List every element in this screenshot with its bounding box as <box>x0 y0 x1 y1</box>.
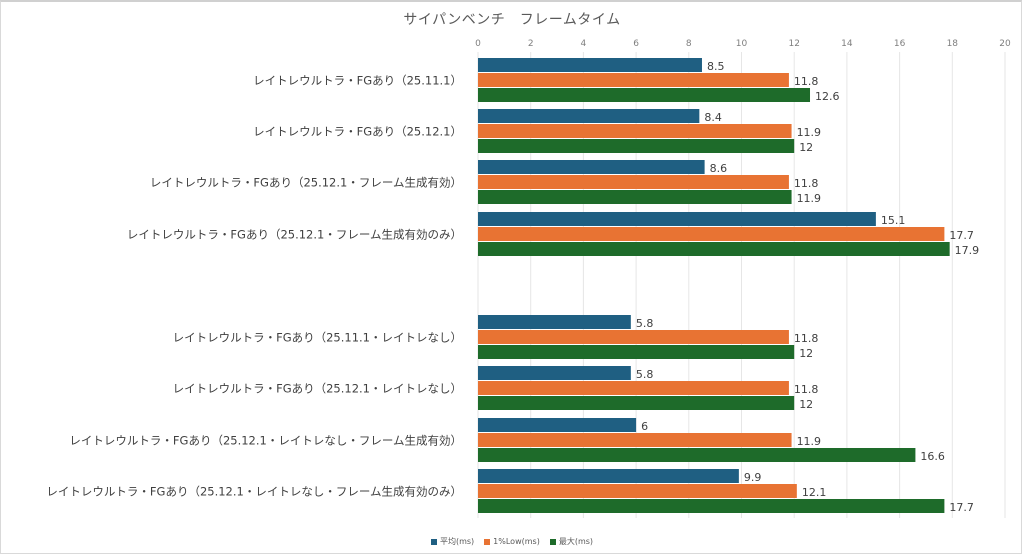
x-tick-label: 18 <box>947 39 959 49</box>
x-tick-label: 20 <box>999 39 1011 49</box>
bars <box>478 58 950 513</box>
data-label: 5.8 <box>636 317 654 330</box>
x-tick-label: 4 <box>581 39 587 49</box>
bar <box>478 58 702 72</box>
x-tick-label: 10 <box>736 39 748 49</box>
category-label: レイトレウルトラ・FGあり（25.12.1・フレーム生成有効のみ） <box>127 228 462 242</box>
legend-label: 1%Low(ms) <box>493 537 540 546</box>
data-label: 12.6 <box>815 90 840 103</box>
data-label: 6 <box>641 420 648 433</box>
category-labels: レイトレウルトラ・FGあり（25.11.1） レイトレウルトラ・FGあり（25.1… <box>46 74 462 499</box>
category-label: レイトレウルトラ・FGあり（25.12.1・レイトレなし） <box>173 382 462 396</box>
data-label: 12 <box>799 347 813 360</box>
bar <box>478 73 789 87</box>
data-label: 11.8 <box>794 332 819 345</box>
legend-item: 1%Low(ms) <box>484 536 540 547</box>
data-label: 12 <box>799 398 813 411</box>
bar <box>478 109 700 123</box>
data-label: 8.6 <box>710 162 728 175</box>
x-tick-label: 16 <box>894 39 906 49</box>
bar <box>478 227 945 241</box>
data-label: 17.7 <box>949 501 974 514</box>
legend-swatch <box>549 538 556 545</box>
data-label: 17.9 <box>955 244 980 257</box>
x-tick-label: 0 <box>475 39 481 49</box>
bar <box>478 88 811 102</box>
data-label: 12.1 <box>802 486 827 499</box>
bar <box>478 345 795 359</box>
x-tick-label: 14 <box>841 39 853 49</box>
bar <box>478 124 792 138</box>
data-label: 11.8 <box>794 75 819 88</box>
category-label: レイトレウルトラ・FGあり（25.12.1・フレーム生成有効） <box>150 176 462 190</box>
bar <box>478 499 945 513</box>
bar <box>478 212 876 226</box>
legend-item: 平均(ms) <box>430 536 475 547</box>
bar <box>478 396 795 410</box>
legend-label: 平均(ms) <box>439 537 475 546</box>
data-label: 11.8 <box>794 177 819 190</box>
bar <box>478 315 631 329</box>
legend: 平均(ms) 1%Low(ms) 最大(ms) <box>0 536 1024 547</box>
bar <box>478 433 792 447</box>
data-label: 15.1 <box>881 214 906 227</box>
data-label: 5.8 <box>636 368 654 381</box>
category-label: レイトレウルトラ・FGあり（25.12.1・レイトレなし・フレーム生成有効） <box>69 434 462 448</box>
x-axis-ticks: 0 2 4 6 8 10 12 14 16 18 20 <box>475 39 1011 49</box>
x-tick-label: 12 <box>788 39 799 49</box>
x-tick-label: 8 <box>686 39 692 49</box>
legend-swatch <box>430 538 437 545</box>
data-label: 12 <box>799 141 813 154</box>
category-label: レイトレウルトラ・FGあり（25.12.1） <box>253 125 462 139</box>
legend-swatch <box>484 538 491 545</box>
bar <box>478 484 797 498</box>
data-label: 11.9 <box>797 126 822 139</box>
chart-title: サイパンベンチ フレームタイム <box>403 12 621 28</box>
bar <box>478 330 789 344</box>
data-label: 8.4 <box>704 111 722 124</box>
bar <box>478 366 631 380</box>
bar <box>478 469 739 483</box>
x-tick-label: 2 <box>528 39 534 49</box>
bar <box>478 175 789 189</box>
data-labels: 8.5 11.8 12.6 8.4 11.9 12 8.6 11.8 11.9 15.1 17.7 1… <box>636 60 979 514</box>
bar <box>478 242 950 256</box>
bar <box>478 418 637 432</box>
bar <box>478 139 795 153</box>
category-label: レイトレウルトラ・FGあり（25.12.1・レイトレなし・フレーム生成有効のみ） <box>46 485 462 499</box>
category-label: レイトレウルトラ・FGあり（25.11.1・レイトレなし） <box>173 331 462 345</box>
data-label: 11.9 <box>797 435 822 448</box>
legend-label: 最大(ms) <box>558 537 594 546</box>
bar <box>478 448 916 462</box>
bar <box>478 381 789 395</box>
x-tick-label: 6 <box>633 39 639 49</box>
data-label: 16.6 <box>920 450 945 463</box>
bar <box>478 160 705 174</box>
data-label: 9.9 <box>744 471 762 484</box>
category-label: レイトレウルトラ・FGあり（25.11.1） <box>253 74 462 88</box>
legend-item: 最大(ms) <box>549 536 594 547</box>
data-label: 17.7 <box>949 229 974 242</box>
data-label: 8.5 <box>707 60 725 73</box>
data-label: 11.9 <box>797 192 822 205</box>
data-label: 11.8 <box>794 383 819 396</box>
bar <box>478 190 792 204</box>
